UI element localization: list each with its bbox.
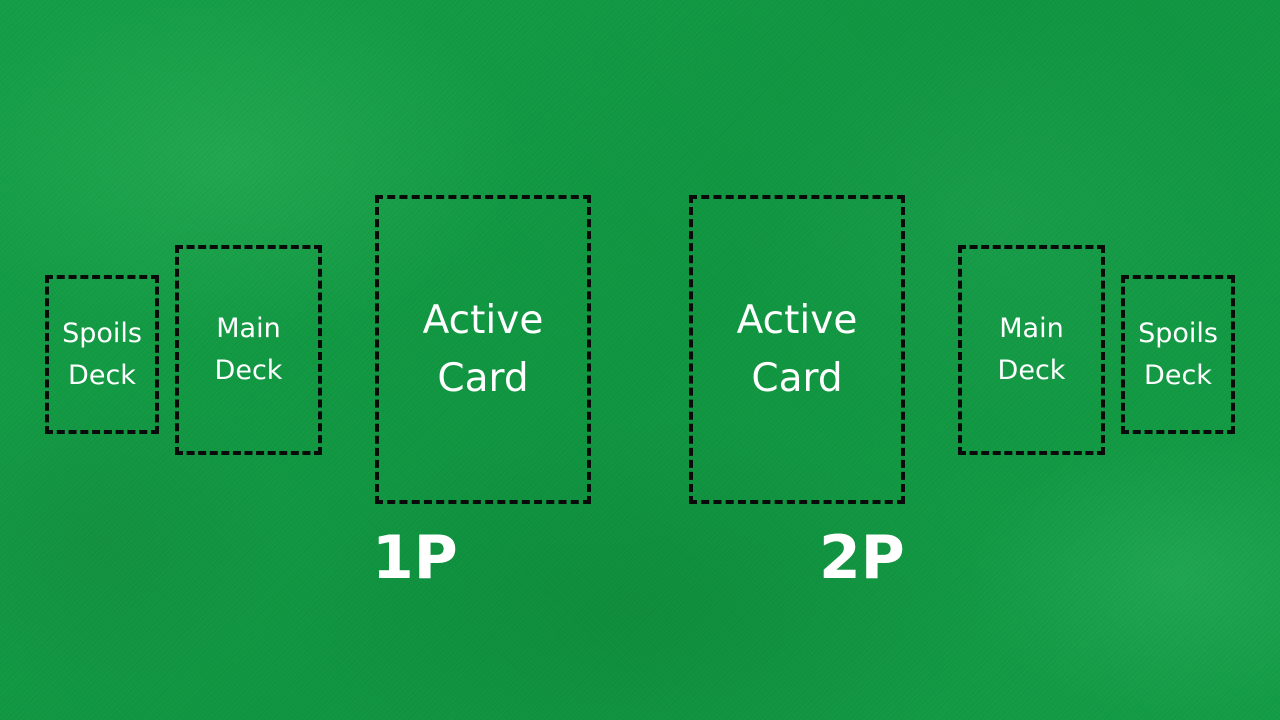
p1-spoils-deck-slot[interactable]: Spoils Deck bbox=[45, 275, 159, 434]
p2-active-card-label-line1: Active bbox=[736, 297, 858, 343]
p1-active-card-label-line2: Card bbox=[437, 355, 529, 401]
p1-active-card-label-line1: Active bbox=[422, 297, 544, 343]
p1-active-card-slot[interactable]: Active Card bbox=[375, 195, 591, 504]
p1-main-deck-slot[interactable]: Main Deck bbox=[175, 245, 322, 455]
p2-spoils-deck-label-line1: Spoils bbox=[1138, 317, 1218, 349]
p2-main-deck-label-line1: Main bbox=[999, 313, 1064, 344]
p2-spoils-deck-slot[interactable]: Spoils Deck bbox=[1121, 275, 1235, 434]
p1-spoils-deck-label-line1: Spoils bbox=[62, 317, 142, 349]
p2-main-deck-slot[interactable]: Main Deck bbox=[958, 245, 1105, 455]
p1-main-deck-label-line2: Deck bbox=[214, 355, 283, 386]
player-2-label: 2P bbox=[819, 523, 905, 593]
p2-active-card-label-line2: Card bbox=[751, 355, 843, 401]
p1-main-deck-label-line1: Main bbox=[216, 313, 281, 344]
player-1-label: 1P bbox=[372, 523, 458, 593]
p2-spoils-deck-label-line2: Deck bbox=[1144, 359, 1212, 391]
p2-main-deck-label-line2: Deck bbox=[997, 355, 1066, 386]
p1-spoils-deck-label-line2: Deck bbox=[68, 359, 136, 391]
p2-active-card-slot[interactable]: Active Card bbox=[689, 195, 905, 504]
